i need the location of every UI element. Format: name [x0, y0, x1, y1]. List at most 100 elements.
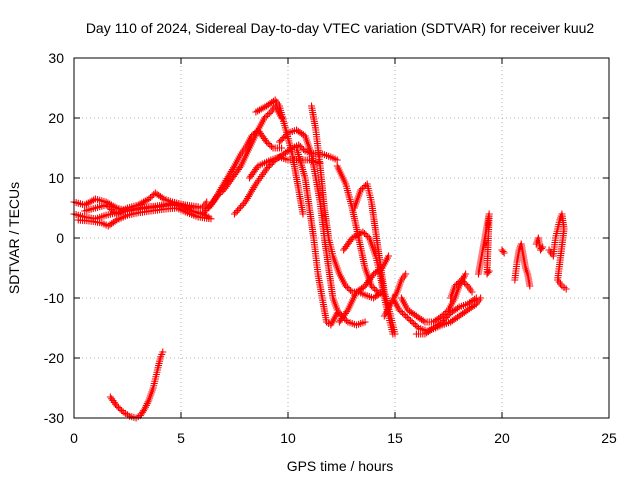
- grid: [74, 58, 609, 418]
- series-track-low: [106, 348, 167, 422]
- data-point: [419, 317, 427, 325]
- data-point: [84, 199, 92, 207]
- data-point: [343, 284, 351, 291]
- data-point: [263, 138, 271, 146]
- data-point: [118, 407, 126, 414]
- series-track-k: [293, 144, 341, 329]
- data-point: [471, 295, 479, 303]
- data-point: [264, 111, 272, 119]
- data-point: [266, 141, 274, 149]
- data-point: [402, 312, 410, 320]
- data-point: [116, 208, 124, 216]
- series-track-v: [474, 210, 493, 278]
- data-point: [457, 276, 465, 284]
- series-track-r: [389, 294, 485, 335]
- data-point: [269, 97, 277, 105]
- data-point: [215, 191, 223, 198]
- data-point: [114, 404, 122, 411]
- data-point: [343, 308, 351, 316]
- series-track-f: [205, 102, 286, 212]
- y-tick-label: 0: [56, 230, 64, 246]
- series-track-p: [350, 180, 399, 338]
- data-point: [235, 205, 243, 213]
- y-tick-label: -20: [44, 350, 64, 366]
- data-point: [333, 156, 341, 164]
- data-point: [397, 308, 405, 315]
- data-point: [408, 318, 416, 326]
- data-point: [342, 282, 350, 290]
- y-axis-label: SDTVAR / TECUs: [6, 182, 22, 294]
- data-point: [264, 140, 272, 147]
- series-track-s: [397, 270, 470, 326]
- data-point: [361, 318, 369, 326]
- data-point: [111, 217, 119, 225]
- data-point: [410, 320, 418, 327]
- data-point: [462, 281, 470, 288]
- data-point: [361, 230, 369, 237]
- data-point: [278, 144, 286, 152]
- data-point: [395, 306, 403, 314]
- data-point: [357, 186, 365, 194]
- series-track-u: [447, 276, 476, 302]
- y-tick-label: 30: [48, 50, 64, 66]
- data-point: [453, 281, 461, 288]
- data-point: [372, 287, 380, 294]
- chart-title: Day 110 of 2024, Sidereal Day-to-day VTE…: [86, 20, 595, 36]
- data-point: [198, 210, 206, 218]
- data-point: [484, 269, 492, 276]
- data-point: [299, 210, 307, 218]
- data-point: [116, 405, 124, 413]
- data-point: [471, 301, 479, 309]
- y-tick-label: 20: [48, 110, 64, 126]
- data-point: [238, 201, 246, 209]
- data-point: [451, 282, 459, 290]
- x-tick-label: 0: [70, 430, 78, 446]
- data-point: [333, 309, 341, 317]
- series-track-x: [511, 240, 534, 290]
- series-track-y: [532, 234, 547, 254]
- data-point: [454, 279, 462, 287]
- data-point: [407, 317, 415, 324]
- data-point: [374, 288, 382, 296]
- data-point: [398, 309, 406, 317]
- data-point: [400, 311, 408, 318]
- data-point: [147, 194, 155, 201]
- data-point: [347, 287, 355, 294]
- data-point: [237, 203, 245, 211]
- data-point: [158, 194, 166, 202]
- data-point: [296, 143, 304, 150]
- x-tick-label: 10: [280, 430, 296, 446]
- data-point: [252, 108, 260, 116]
- data-point: [265, 110, 273, 117]
- x-axis-label: GPS time / hours: [287, 458, 394, 474]
- data-point: [213, 192, 221, 200]
- data-point: [538, 245, 546, 252]
- data-point: [385, 252, 393, 260]
- data-point: [113, 402, 121, 410]
- series-track-t: [412, 294, 480, 338]
- data-point: [459, 278, 467, 285]
- axis-ticks: 0 5 10 15 20 25 -30 -20 -10 0 10 20 30: [44, 50, 617, 446]
- series-track-c: [74, 204, 215, 230]
- data-point: [262, 113, 270, 120]
- data-point: [203, 198, 211, 206]
- series-track-d: [81, 189, 202, 218]
- data-point: [148, 192, 156, 200]
- y-tick-label: -30: [44, 410, 64, 426]
- data-point: [402, 270, 410, 278]
- data-point: [159, 348, 167, 356]
- y-tick-label: -10: [44, 290, 64, 306]
- data-point: [358, 185, 366, 192]
- data-point: [234, 207, 242, 215]
- data-point: [499, 248, 507, 255]
- data-point: [413, 323, 421, 330]
- data-point: [462, 270, 470, 278]
- data-point: [539, 243, 547, 251]
- data-point: [267, 143, 275, 150]
- data-point: [562, 285, 570, 293]
- data-point: [500, 249, 508, 257]
- data-point: [300, 146, 308, 153]
- data-point: [360, 183, 368, 191]
- data-point: [240, 200, 248, 208]
- data-point: [453, 304, 461, 312]
